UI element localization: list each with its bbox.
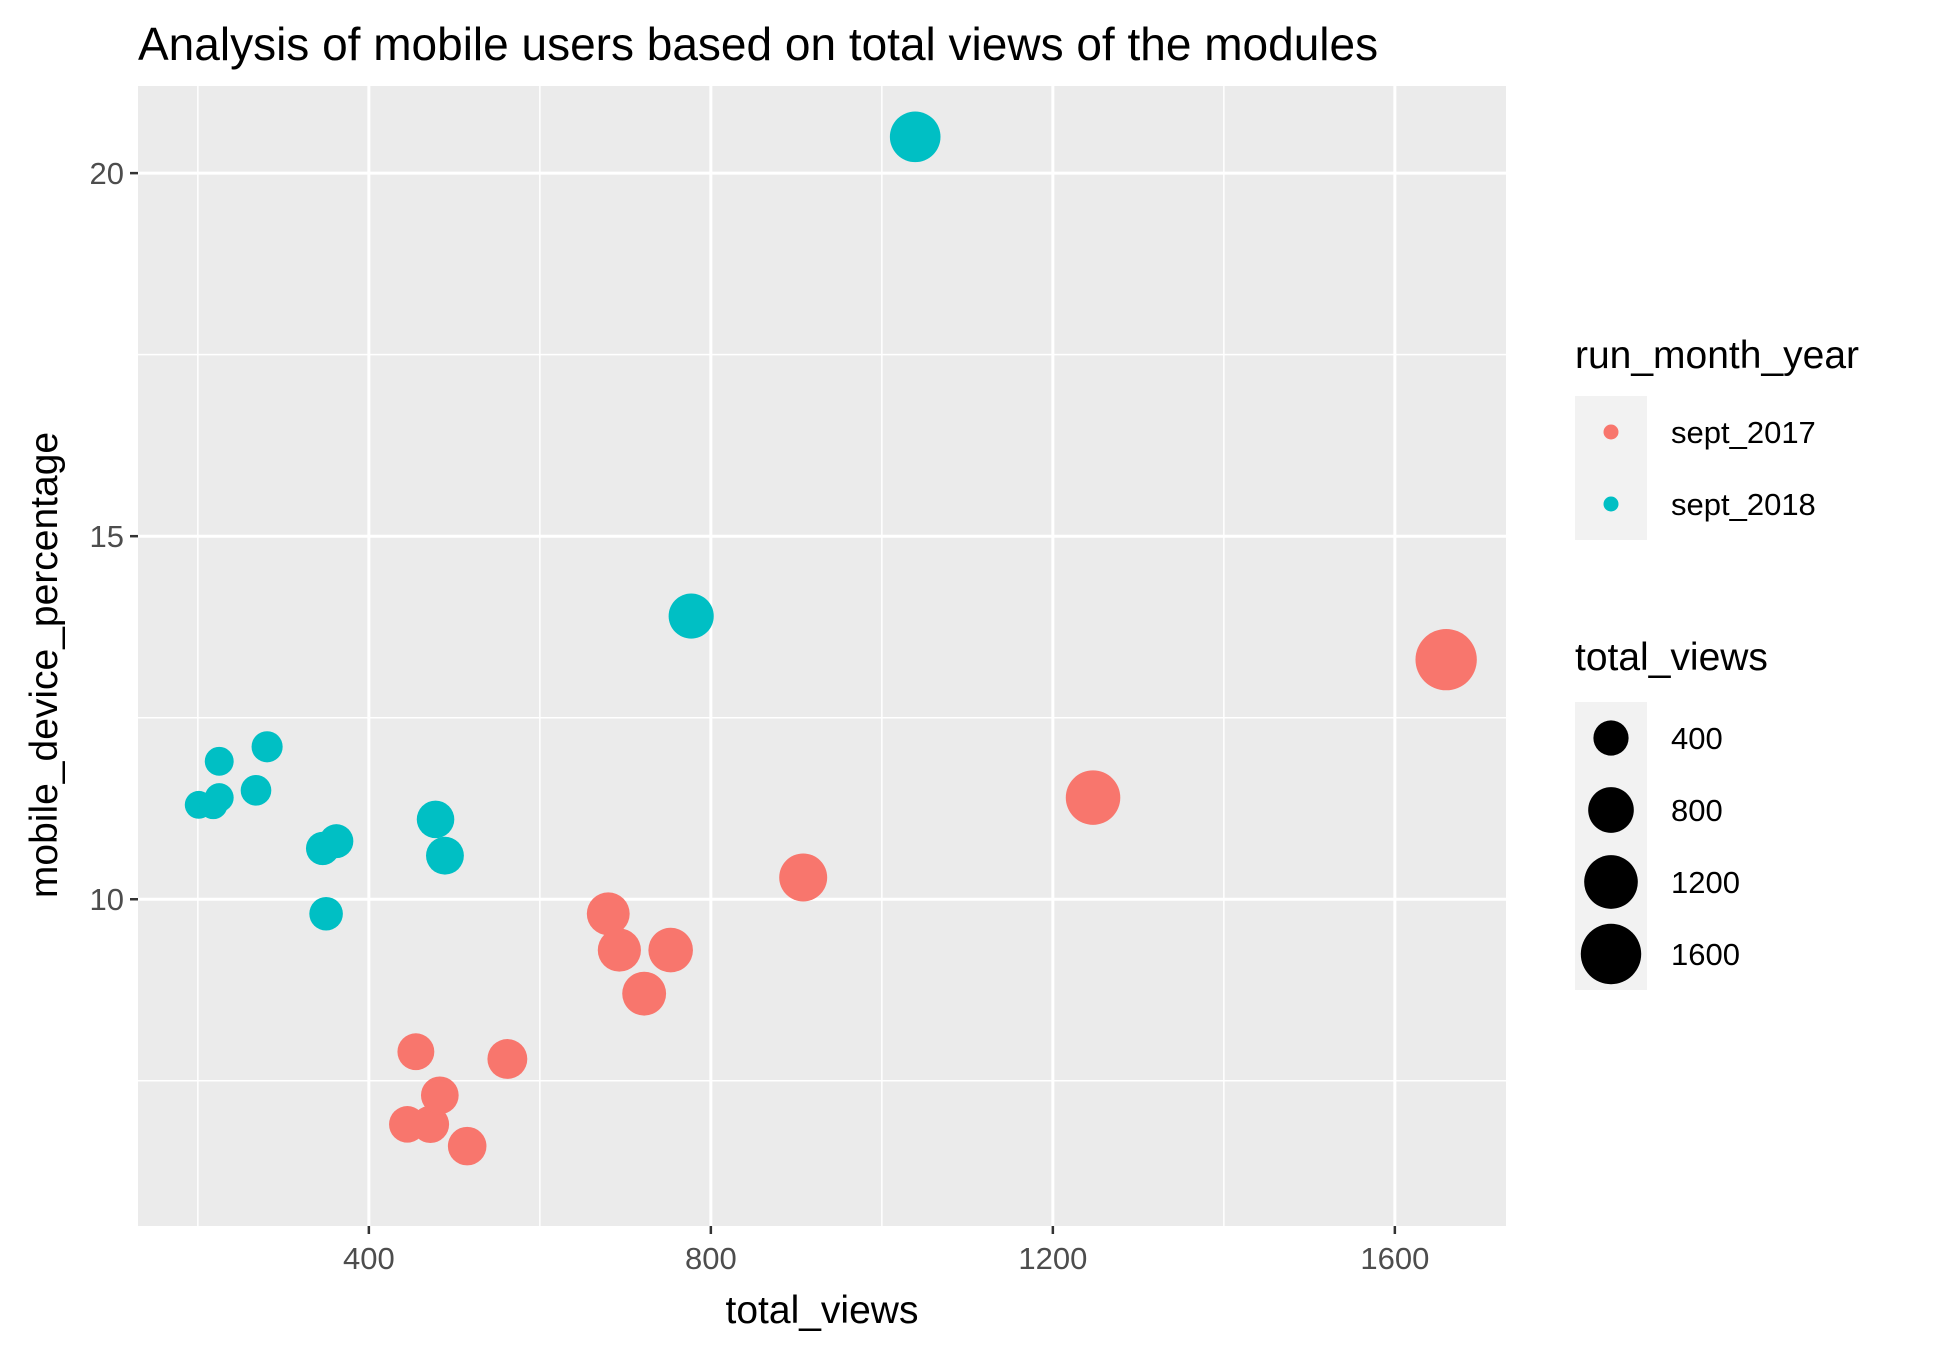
legend-size-label: 400 [1671, 721, 1723, 756]
legend-size-key [1584, 855, 1638, 909]
scatter-point-sept-2017 [648, 927, 693, 973]
legend-size-key [1580, 923, 1642, 985]
scatter-point-sept-2017 [586, 892, 630, 936]
scatter-point-sept-2018 [426, 836, 464, 875]
legend-color-key [1603, 496, 1619, 512]
panel-background [138, 86, 1506, 1226]
data-points [184, 111, 1477, 1166]
scatter-point-sept-2017 [411, 1105, 450, 1144]
y-axis-title: mobile_device_percentage [23, 432, 66, 898]
legend-size-key [1593, 720, 1629, 756]
scatter-point-sept-2017 [622, 971, 667, 1016]
x-axis-title: total_views [726, 1289, 919, 1332]
scatter-point-sept-2018 [889, 111, 941, 163]
x-tick-label: 1200 [1018, 1241, 1087, 1276]
scatter-point-sept-2017 [597, 928, 641, 972]
x-tick-label: 1600 [1360, 1241, 1429, 1276]
legend-size-label: 800 [1671, 793, 1723, 828]
legend-size-key [1588, 787, 1634, 833]
scatter-point-sept-2017 [1065, 770, 1121, 825]
scatter-point-sept-2017 [487, 1039, 528, 1079]
scatter-point-sept-2017 [420, 1076, 459, 1115]
scatter-point-sept-2018 [204, 746, 234, 776]
scatter-point-sept-2018 [309, 896, 343, 931]
y-tick-label: 20 [90, 156, 124, 191]
legend-size-label: 1200 [1671, 865, 1740, 900]
legend-size-title: total_views [1575, 636, 1768, 679]
scatter-point-sept-2018 [240, 775, 272, 806]
plot-panel [138, 86, 1506, 1226]
grid-lines [138, 86, 1506, 1226]
legend-color-label: sept_2018 [1671, 487, 1816, 522]
legend: run_month_year total_views sept_2017sept… [1575, 334, 1859, 990]
x-tick-label: 800 [685, 1241, 737, 1276]
chart-title: Analysis of mobile users based on total … [138, 18, 1378, 70]
y-tick-label: 15 [90, 519, 124, 554]
legend-size-label: 1600 [1671, 937, 1740, 972]
scatter-point-sept-2018 [251, 731, 283, 763]
scatter-point-sept-2017 [1415, 628, 1477, 691]
scatter-point-sept-2018 [668, 593, 714, 639]
axes: 400 800 1200 1600 10 15 20 [90, 156, 1430, 1276]
scatter-point-sept-2017 [447, 1126, 487, 1166]
scatter-point-sept-2018 [204, 783, 234, 813]
x-tick-label: 400 [343, 1241, 395, 1276]
scatter-point-sept-2017 [397, 1033, 435, 1071]
legend-color-key [1603, 424, 1619, 440]
legend-color-label: sept_2017 [1671, 415, 1816, 450]
scatter-point-sept-2018 [416, 800, 455, 839]
y-tick-label: 10 [90, 882, 124, 917]
scatter-point-sept-2017 [779, 853, 828, 902]
scatter-point-sept-2018 [319, 824, 354, 859]
legend-color-title: run_month_year [1575, 334, 1859, 377]
